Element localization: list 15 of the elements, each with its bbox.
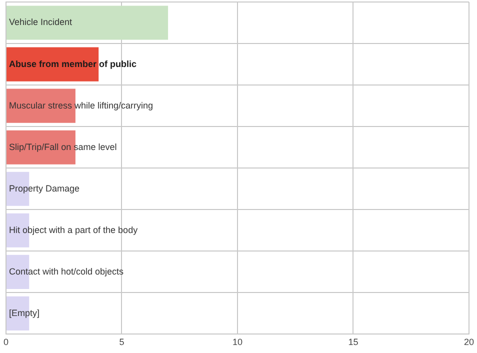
y-tick-label: Hit object with a part of the body (9, 224, 138, 235)
bar (6, 47, 99, 82)
y-tick-label: Contact with hot/cold objects (9, 266, 124, 276)
bar (6, 88, 76, 123)
x-tick-label: 5 (119, 337, 124, 348)
x-tick-label: 20 (464, 337, 474, 348)
y-tick-label: Abuse from member of public (9, 58, 137, 69)
bar (6, 6, 168, 40)
x-tick-label: 0 (3, 337, 9, 348)
x-tick-label: 10 (232, 337, 243, 348)
y-tick-label: Property Damage (9, 183, 80, 194)
bar (6, 130, 76, 164)
x-tick-label: 15 (348, 337, 358, 348)
y-tick-label: [Empty] (9, 308, 40, 318)
y-tick-label: Vehicle Incident (9, 17, 73, 28)
